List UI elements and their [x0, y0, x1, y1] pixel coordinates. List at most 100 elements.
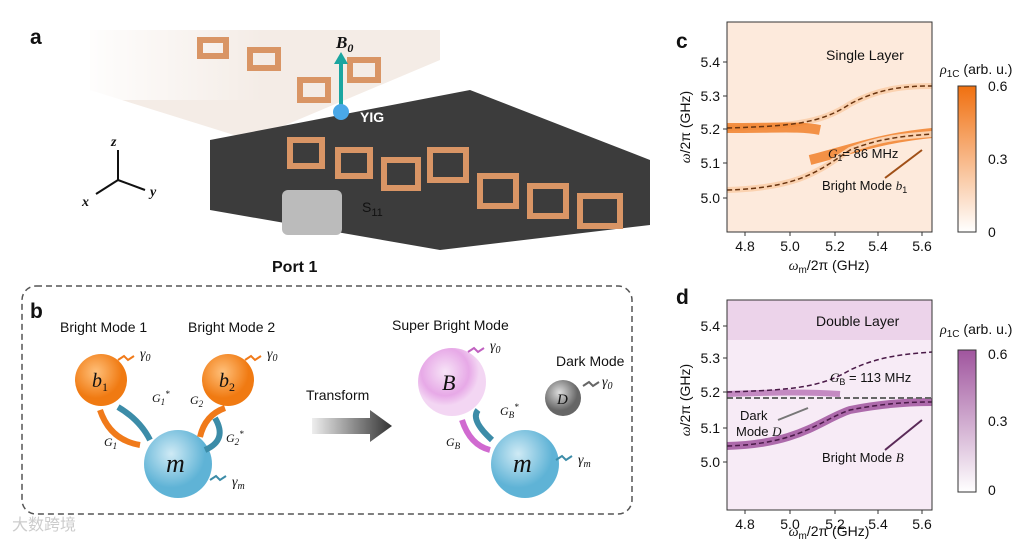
coupling-annotation: GB = 113 MHz — [830, 370, 911, 387]
colorbar — [957, 85, 977, 233]
watermark: 大数跨境 — [12, 515, 76, 534]
x-tick-label: 4.8 — [735, 516, 755, 532]
y-tick-label: 5.1 — [701, 155, 721, 171]
x-axis-label: ωm/2π (GHz) — [789, 257, 870, 276]
node-label: D — [556, 392, 568, 408]
rate-label: γ0 — [490, 339, 501, 356]
mode-title: Dark Mode — [556, 353, 625, 369]
fit-curve — [726, 351, 933, 393]
yig-sphere — [333, 104, 349, 120]
x-tick-label: 5.0 — [780, 238, 800, 254]
x-tick-label: 5.2 — [825, 238, 845, 254]
annotation-arrow — [884, 419, 923, 451]
rate-label: γm — [578, 453, 591, 470]
axes-triad — [95, 150, 146, 195]
y-tick-label: 5.3 — [701, 350, 721, 366]
transform-arrow — [312, 410, 392, 442]
rate-label: γm — [232, 475, 245, 492]
plot-frame — [726, 299, 933, 511]
colorbar — [957, 349, 977, 493]
x-tick-label: 5.6 — [912, 238, 932, 254]
fit-curve — [726, 133, 933, 191]
mode-annotation: Dark — [740, 408, 768, 423]
axis-z: z — [110, 135, 117, 150]
transform-label: Transform — [306, 387, 369, 403]
coupling-label: G1* — [152, 389, 170, 407]
resonators — [197, 37, 623, 229]
annotation-arrow — [777, 407, 809, 421]
x-tick-label: 5.4 — [868, 516, 888, 532]
field-label: B0 — [335, 33, 353, 55]
branch — [726, 122, 821, 135]
mode-node — [75, 354, 127, 406]
rate-label: γ0 — [602, 375, 613, 392]
mode-title: Super Bright Mode — [392, 317, 509, 333]
mode-node — [144, 430, 212, 498]
x-tick-label: 5.0 — [780, 516, 800, 532]
plot-annotation: Double Layer — [816, 313, 900, 329]
node-label: m — [166, 449, 185, 478]
coupling-label: GB* — [500, 402, 519, 420]
rate-label: γ0 — [267, 347, 278, 364]
x-tick-label: 5.4 — [868, 238, 888, 254]
panel-b: b Bright Mode 1 Bright Mode 2 Super Brig… — [12, 285, 633, 534]
colorbar-tick-label: 0 — [988, 224, 996, 240]
mode-node — [202, 354, 254, 406]
coupling-arrows — [97, 404, 495, 453]
x-tick-label: 4.8 — [735, 238, 755, 254]
ticks: 5.4 5.3 5.2 5.1 5.0 4.8 5.0 5.2 5.4 5.6 0.6 0.3 0 — [701, 54, 1008, 254]
mode-annotation: Bright Mode b1 — [822, 178, 907, 195]
sample-label: YIG — [360, 109, 384, 125]
coupling-label: G1 — [104, 435, 117, 451]
fade — [90, 20, 440, 100]
coupling-label: G2 — [190, 393, 204, 409]
mode-node — [491, 430, 559, 498]
colorbar-label: ρ1C (arb. u.) — [939, 61, 1012, 80]
node-label: B — [442, 370, 455, 395]
param-label: S11 — [362, 199, 383, 219]
panel-label: d — [676, 286, 689, 309]
mode-node — [418, 348, 486, 416]
coupling-label: GB — [446, 435, 461, 451]
heatmap-band — [727, 300, 932, 340]
colorbar-tick-label: 0.3 — [988, 151, 1008, 167]
y-axis-label: ω/2π (GHz) — [677, 364, 694, 436]
y-tick-label: 5.2 — [701, 384, 721, 400]
coupling-annotation: G1= 86 MHz — [828, 146, 898, 163]
y-tick-label: 5.2 — [701, 121, 721, 137]
panel-c: c Single Layer G1= 86 MHz Bright Mode b1… — [676, 21, 1012, 276]
panel-label: a — [30, 26, 42, 49]
node-label: m — [513, 449, 532, 478]
mode-title: Bright Mode 1 — [60, 319, 147, 335]
connector — [282, 190, 342, 235]
coupling-label: G2* — [226, 429, 244, 447]
port-label: Port 1 — [272, 259, 317, 276]
panel-d: d Double Layer GB = 113 MHz Dark Mode D … — [676, 286, 1012, 542]
x-tick-label: 5.2 — [825, 516, 845, 532]
colorbar-tick-label: 0.6 — [988, 78, 1008, 94]
plot-frame — [726, 21, 933, 233]
y-tick-label: 5.0 — [701, 454, 721, 470]
mode-node — [545, 380, 581, 416]
ticks: 5.4 5.3 5.2 5.1 5.0 4.8 5.0 5.2 5.4 5.6 0.6 0.3 0 — [701, 318, 1008, 532]
colorbar-tick-label: 0.3 — [988, 413, 1008, 429]
loss-arrows — [117, 346, 600, 482]
rate-label: γ0 — [140, 347, 151, 364]
node-label: b2 — [219, 370, 235, 394]
plot-annotation: Single Layer — [826, 47, 904, 63]
fit-curve — [726, 85, 933, 129]
colorbar-tick-label: 0 — [988, 482, 996, 498]
panel-label: c — [676, 30, 688, 53]
y-tick-label: 5.3 — [701, 88, 721, 104]
colorbar-tick-label: 0.6 — [988, 346, 1008, 362]
mode-annotation: Mode D — [736, 424, 782, 439]
y-tick-label: 5.4 — [701, 54, 721, 70]
panel-a: a B0 YIG S11 z y x Port 1 — [30, 20, 650, 276]
y-tick-label: 5.0 — [701, 190, 721, 206]
axis-y: y — [148, 185, 157, 200]
annotation-arrow — [884, 149, 923, 179]
x-tick-label: 5.6 — [912, 516, 932, 532]
field-arrow-head — [334, 52, 348, 64]
fit-curve — [726, 401, 933, 447]
